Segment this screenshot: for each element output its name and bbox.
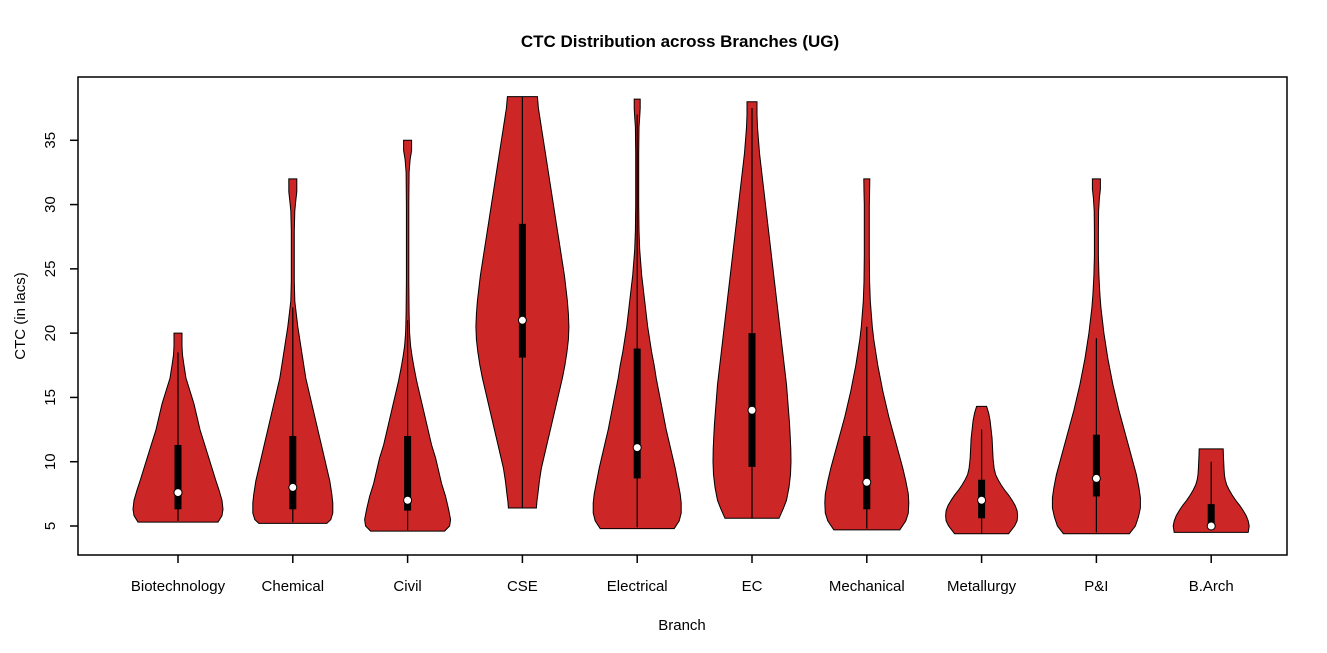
iqr-box bbox=[1207, 504, 1215, 526]
x-tick-label: Electrical bbox=[607, 578, 668, 595]
x-tick-label: CSE bbox=[507, 578, 538, 595]
iqr-box bbox=[518, 223, 526, 358]
iqr-box bbox=[289, 436, 297, 510]
x-axis-label: Branch bbox=[658, 617, 706, 634]
y-axis-label: CTC (in lacs) bbox=[12, 272, 29, 360]
iqr-box bbox=[748, 333, 756, 467]
iqr-box bbox=[633, 348, 641, 479]
y-tick-label: 10 bbox=[42, 453, 59, 470]
x-tick-label: Biotechnology bbox=[131, 578, 226, 595]
y-tick-label: 20 bbox=[42, 325, 59, 342]
y-tick-label: 35 bbox=[42, 132, 59, 149]
x-tick-label: Civil bbox=[393, 578, 421, 595]
plot-frame bbox=[77, 76, 1288, 556]
median-dot bbox=[173, 488, 183, 498]
y-tick-label: 15 bbox=[42, 389, 59, 406]
x-tick-label: EC bbox=[742, 578, 763, 595]
x-tick-label: Metallurgy bbox=[947, 578, 1017, 595]
y-tick-label: 5 bbox=[42, 522, 59, 530]
median-dot bbox=[977, 495, 987, 505]
median-dot bbox=[1206, 521, 1216, 531]
y-tick-label: 30 bbox=[42, 196, 59, 213]
iqr-box bbox=[174, 445, 182, 510]
median-dot bbox=[632, 443, 642, 453]
median-dot bbox=[747, 405, 757, 415]
y-tick-label: 25 bbox=[42, 261, 59, 278]
iqr-box bbox=[404, 436, 412, 511]
x-tick-label: P&I bbox=[1084, 578, 1108, 595]
median-dot bbox=[1091, 473, 1101, 483]
median-dot bbox=[862, 477, 872, 487]
median-dot bbox=[517, 315, 527, 325]
median-dot bbox=[288, 482, 298, 492]
x-tick-label: Chemical bbox=[262, 578, 325, 595]
plot-content: 5 10 15 20 25 30 35 Biotechnology Chemical Civil C… bbox=[42, 96, 1250, 595]
x-tick-label: B.Arch bbox=[1189, 578, 1234, 595]
iqr-box bbox=[1092, 434, 1100, 497]
iqr-box bbox=[863, 436, 871, 510]
median-dot bbox=[403, 495, 413, 505]
x-tick-label: Mechanical bbox=[829, 578, 905, 595]
chart-title: CTC Distribution across Branches (UG) bbox=[521, 32, 839, 51]
